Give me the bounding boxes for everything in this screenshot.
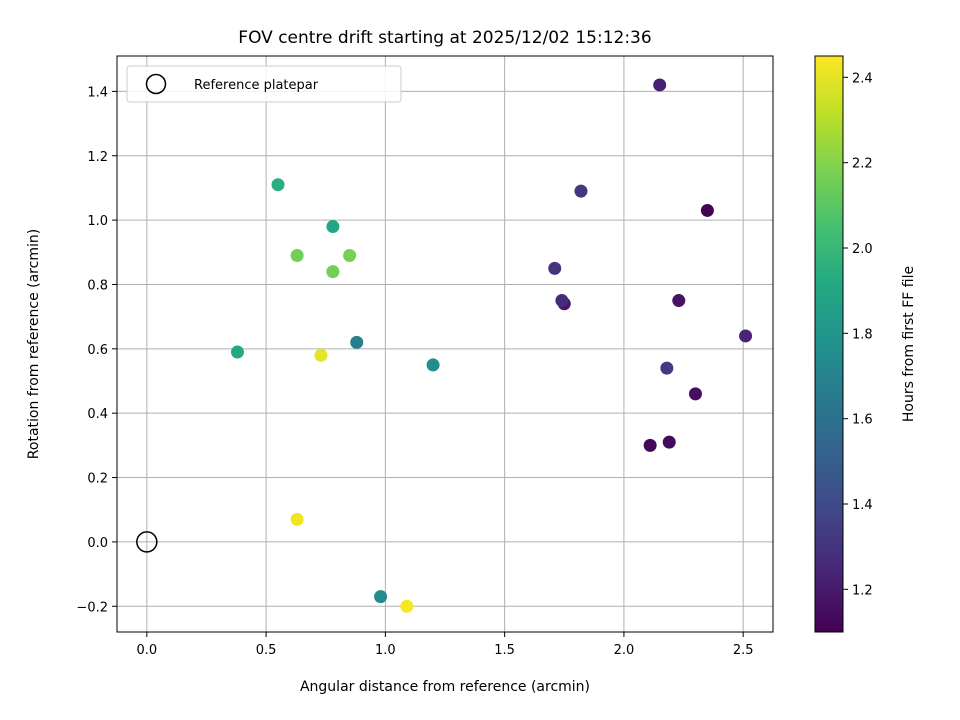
data-point (326, 265, 340, 279)
data-point (700, 203, 714, 217)
colorbar-tick-label: 2.4 (852, 71, 873, 86)
y-axis-label: Rotation from reference (arcmin) (26, 229, 42, 459)
colorbar-tick-label: 1.2 (852, 583, 873, 598)
data-point (662, 435, 676, 449)
y-axis-ticks: −0.2 0.0 0.2 0.4 0.6 0.8 1.0 1.2 1.4 (76, 85, 117, 615)
colorbar-label: Hours from first FF file (901, 266, 917, 422)
x-tick-label: 2.5 (733, 643, 754, 658)
x-tick-label: 0.0 (136, 643, 157, 658)
data-point (688, 387, 702, 401)
colorbar-tick-label: 1.8 (852, 327, 873, 342)
data-point (400, 599, 414, 613)
data-point (653, 78, 667, 92)
x-tick-label: 1.0 (375, 643, 396, 658)
y-tick-label: 1.0 (87, 214, 108, 229)
y-tick-label: 1.4 (87, 85, 108, 100)
y-tick-label: 0.2 (87, 472, 108, 487)
x-tick-label: 2.0 (614, 643, 635, 658)
legend: Reference platepar (126, 65, 402, 103)
colorbar-tick-label: 2.0 (852, 242, 873, 257)
data-point (271, 178, 285, 192)
colorbar-tick-label: 1.4 (852, 498, 873, 513)
grid-lines (117, 56, 773, 632)
x-axis-label: Angular distance from reference (arcmin) (300, 679, 590, 695)
y-tick-label: 0.6 (87, 343, 108, 358)
y-tick-label: 0.0 (87, 536, 108, 551)
data-point (230, 345, 244, 359)
data-point (426, 358, 440, 372)
data-point (555, 294, 569, 308)
x-axis-ticks: 0.0 0.5 1.0 1.5 2.0 2.5 (136, 632, 754, 658)
y-tick-label: −0.2 (76, 600, 108, 615)
y-tick-label: 0.4 (87, 407, 108, 422)
data-point (314, 348, 328, 362)
colorbar-gradient (814, 55, 844, 633)
colorbar-tick-label: 2.2 (852, 157, 873, 172)
data-point (290, 249, 304, 263)
colorbar-ticks: 1.2 1.4 1.6 1.8 2.0 2.2 2.4 (843, 71, 873, 598)
legend-label: Reference platepar (194, 78, 319, 93)
data-point (643, 438, 657, 452)
y-tick-label: 0.8 (87, 278, 108, 293)
x-tick-label: 0.5 (256, 643, 277, 658)
chart-title: FOV centre drift starting at 2025/12/02 … (238, 28, 651, 48)
data-point (290, 512, 304, 526)
plot-area-frame (116, 55, 774, 633)
data-point (343, 249, 357, 263)
legend-reference-marker (145, 73, 167, 95)
data-points (230, 78, 753, 613)
data-point (672, 294, 686, 308)
reference-marker-layer (136, 531, 158, 553)
data-point (326, 220, 340, 234)
colorbar-tick-label: 1.6 (852, 413, 873, 428)
data-point (739, 329, 753, 343)
legend-frame (126, 65, 402, 103)
reference-platepar-marker (136, 531, 158, 553)
data-point (574, 184, 588, 198)
data-point (350, 335, 364, 349)
data-point (548, 261, 562, 275)
y-tick-label: 1.2 (87, 150, 108, 165)
data-point (374, 590, 388, 604)
x-tick-label: 1.5 (494, 643, 515, 658)
data-point (660, 361, 674, 375)
colorbar: 1.2 1.4 1.6 1.8 2.0 2.2 2.4 Hours from first F… (814, 55, 917, 633)
